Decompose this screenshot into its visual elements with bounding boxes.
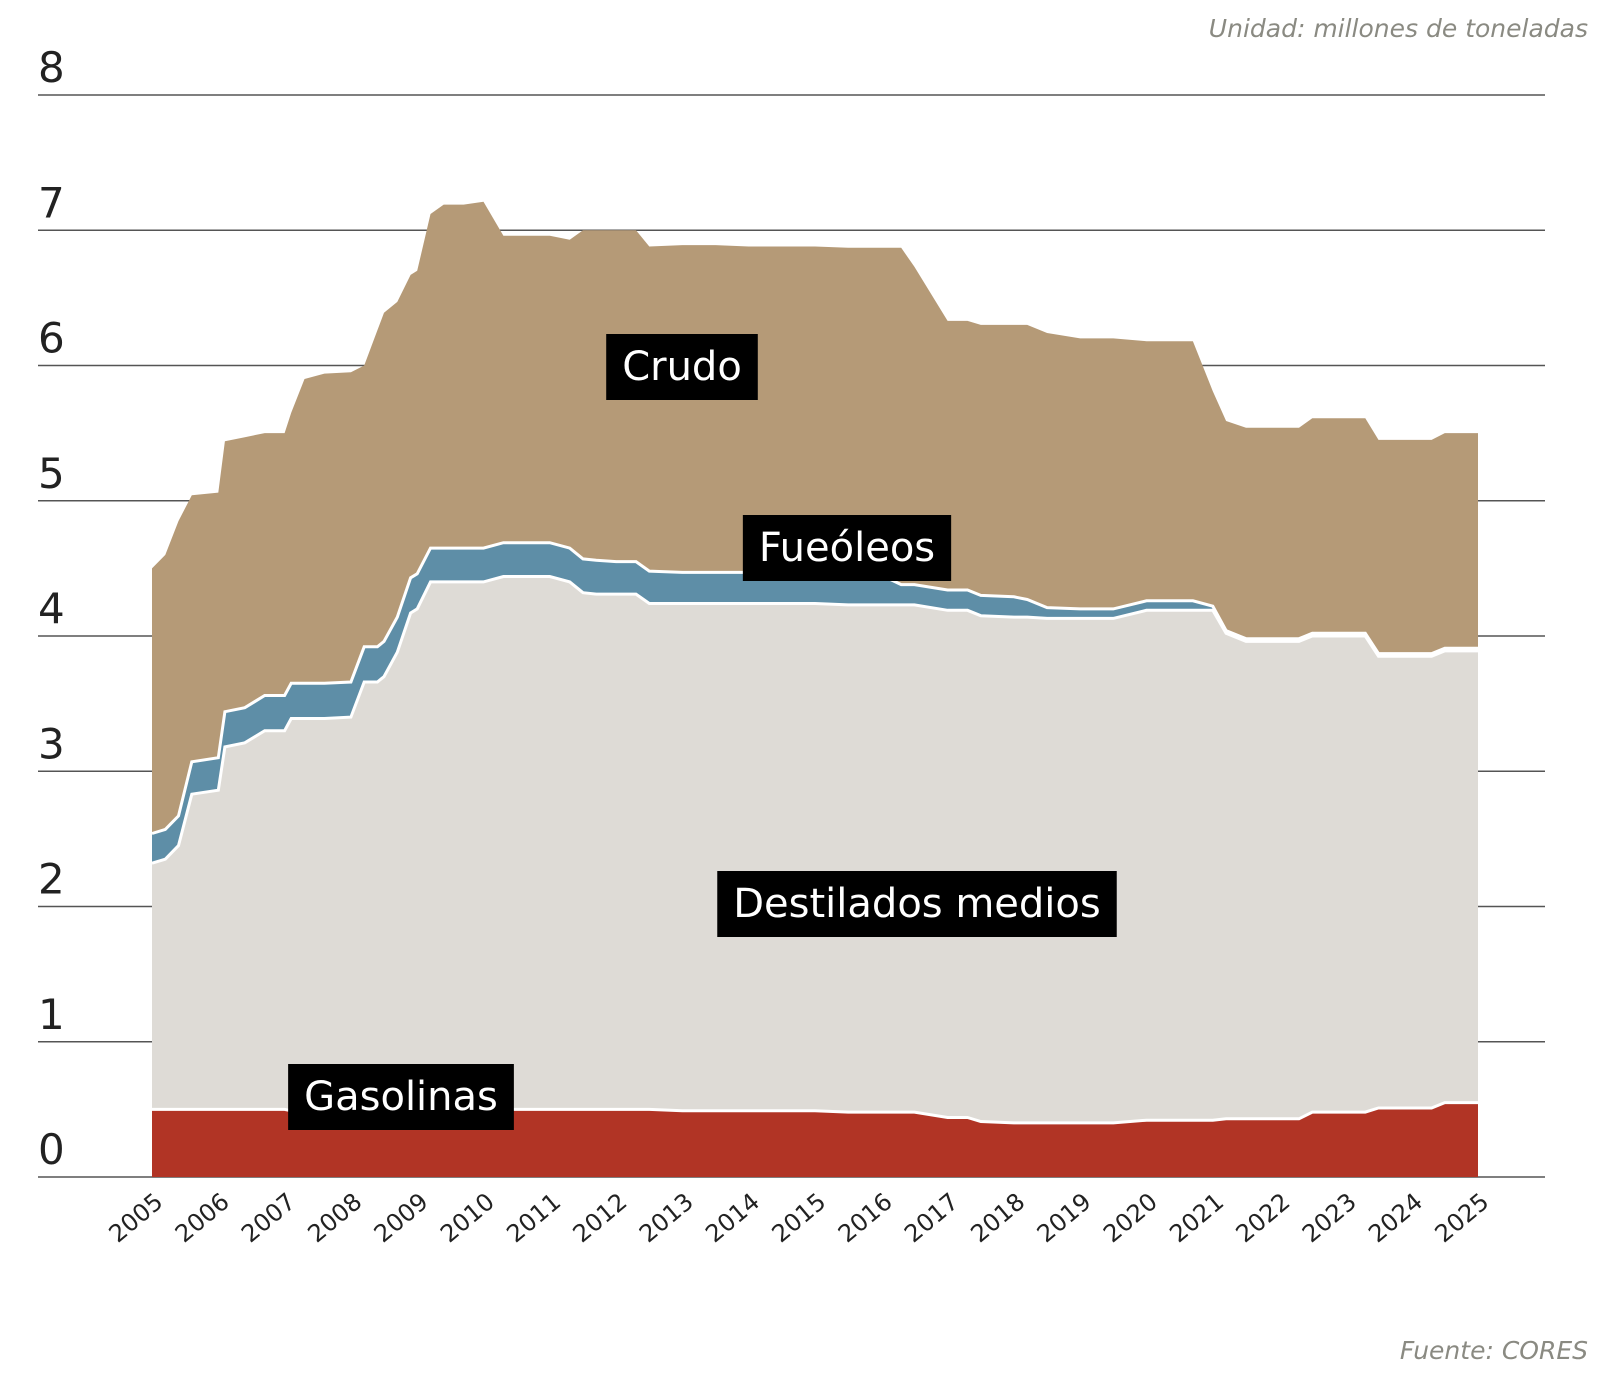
area-destilados-medios bbox=[152, 576, 1478, 1123]
x-tick-label: 2024 bbox=[1363, 1188, 1428, 1249]
label-text: Destilados medios bbox=[733, 881, 1100, 927]
label-text: Fueóleos bbox=[759, 525, 935, 571]
label-crudo: Crudo bbox=[606, 334, 758, 400]
x-tick-label: 2015 bbox=[767, 1188, 832, 1249]
x-tick: 2022 bbox=[1231, 1188, 1296, 1249]
x-tick: 2010 bbox=[435, 1188, 500, 1249]
x-tick-label: 2005 bbox=[104, 1188, 169, 1249]
label-gasolinas: Gasolinas bbox=[288, 1064, 514, 1130]
x-tick-label: 2021 bbox=[1164, 1188, 1229, 1249]
series-labels: Crudo Fueóleos Destilados medios Gasolinas bbox=[288, 334, 1117, 1130]
x-tick-label: 2011 bbox=[501, 1188, 566, 1249]
y-tick-label: 5 bbox=[38, 449, 65, 498]
x-tick: 2009 bbox=[369, 1188, 434, 1249]
x-tick: 2020 bbox=[1098, 1188, 1163, 1249]
x-tick-label: 2010 bbox=[435, 1188, 500, 1249]
x-tick: 2012 bbox=[568, 1188, 633, 1249]
x-tick-label: 2020 bbox=[1098, 1188, 1163, 1249]
x-tick-label: 2008 bbox=[302, 1188, 367, 1249]
label-text: Crudo bbox=[622, 344, 742, 390]
x-tick: 2007 bbox=[236, 1188, 301, 1249]
label-box bbox=[288, 1064, 514, 1130]
x-tick: 2005 bbox=[104, 1188, 169, 1249]
x-tick: 2021 bbox=[1164, 1188, 1229, 1249]
x-tick-label: 2016 bbox=[833, 1188, 898, 1249]
series-boundary-line bbox=[151, 575, 1478, 865]
x-tick: 2024 bbox=[1363, 1188, 1428, 1249]
label-text: Gasolinas bbox=[304, 1074, 498, 1120]
y-axis-ticks: 0 1 2 3 4 5 6 7 8 bbox=[38, 43, 65, 1174]
x-tick-label: 2025 bbox=[1430, 1188, 1495, 1249]
x-tick: 2025 bbox=[1430, 1188, 1495, 1249]
y-tick-label: 8 bbox=[38, 43, 65, 92]
series-boundary-line bbox=[151, 541, 1478, 835]
x-tick-label: 2013 bbox=[634, 1188, 699, 1249]
x-tick-label: 2022 bbox=[1231, 1188, 1296, 1249]
y-tick-label: 3 bbox=[38, 719, 65, 768]
label-box bbox=[742, 515, 952, 581]
label-box bbox=[717, 871, 1117, 937]
x-tick: 2014 bbox=[700, 1188, 765, 1249]
y-tick-label: 4 bbox=[38, 584, 65, 633]
label-destilados-medios: Destilados medios bbox=[717, 871, 1117, 937]
x-tick-label: 2007 bbox=[236, 1188, 301, 1249]
source-note: Fuente: CORES bbox=[1399, 1336, 1588, 1365]
x-tick: 2013 bbox=[634, 1188, 699, 1249]
x-tick-label: 2023 bbox=[1297, 1188, 1362, 1249]
x-axis-ticks: 2005 2006 2007 2008 2009 2010 2011 2012 2013 2014… bbox=[104, 1188, 1495, 1249]
y-tick-label: 7 bbox=[38, 178, 65, 227]
y-tick-label: 0 bbox=[38, 1125, 65, 1174]
x-tick-label: 2018 bbox=[965, 1188, 1030, 1249]
label-fueóleos: Fueóleos bbox=[742, 515, 952, 581]
x-tick: 2023 bbox=[1297, 1188, 1362, 1249]
x-tick: 2015 bbox=[767, 1188, 832, 1249]
x-tick-label: 2012 bbox=[568, 1188, 633, 1249]
x-tick: 2018 bbox=[965, 1188, 1030, 1249]
x-tick-label: 2014 bbox=[700, 1188, 765, 1249]
x-tick: 2016 bbox=[833, 1188, 898, 1249]
x-tick: 2008 bbox=[302, 1188, 367, 1249]
x-tick-label: 2017 bbox=[899, 1188, 964, 1249]
x-tick: 2006 bbox=[170, 1188, 235, 1249]
x-tick-label: 2019 bbox=[1032, 1188, 1097, 1249]
x-tick-label: 2006 bbox=[170, 1188, 235, 1249]
x-tick: 2019 bbox=[1032, 1188, 1097, 1249]
unit-note: Unidad: millones de toneladas bbox=[1208, 14, 1588, 43]
y-tick-label: 6 bbox=[38, 314, 65, 363]
x-tick: 2011 bbox=[501, 1188, 566, 1249]
x-tick-label: 2009 bbox=[369, 1188, 434, 1249]
y-tick-label: 1 bbox=[38, 990, 65, 1039]
series-areas bbox=[151, 201, 1478, 1177]
x-tick: 2017 bbox=[899, 1188, 964, 1249]
label-box bbox=[606, 334, 758, 400]
y-tick-label: 2 bbox=[38, 855, 65, 904]
